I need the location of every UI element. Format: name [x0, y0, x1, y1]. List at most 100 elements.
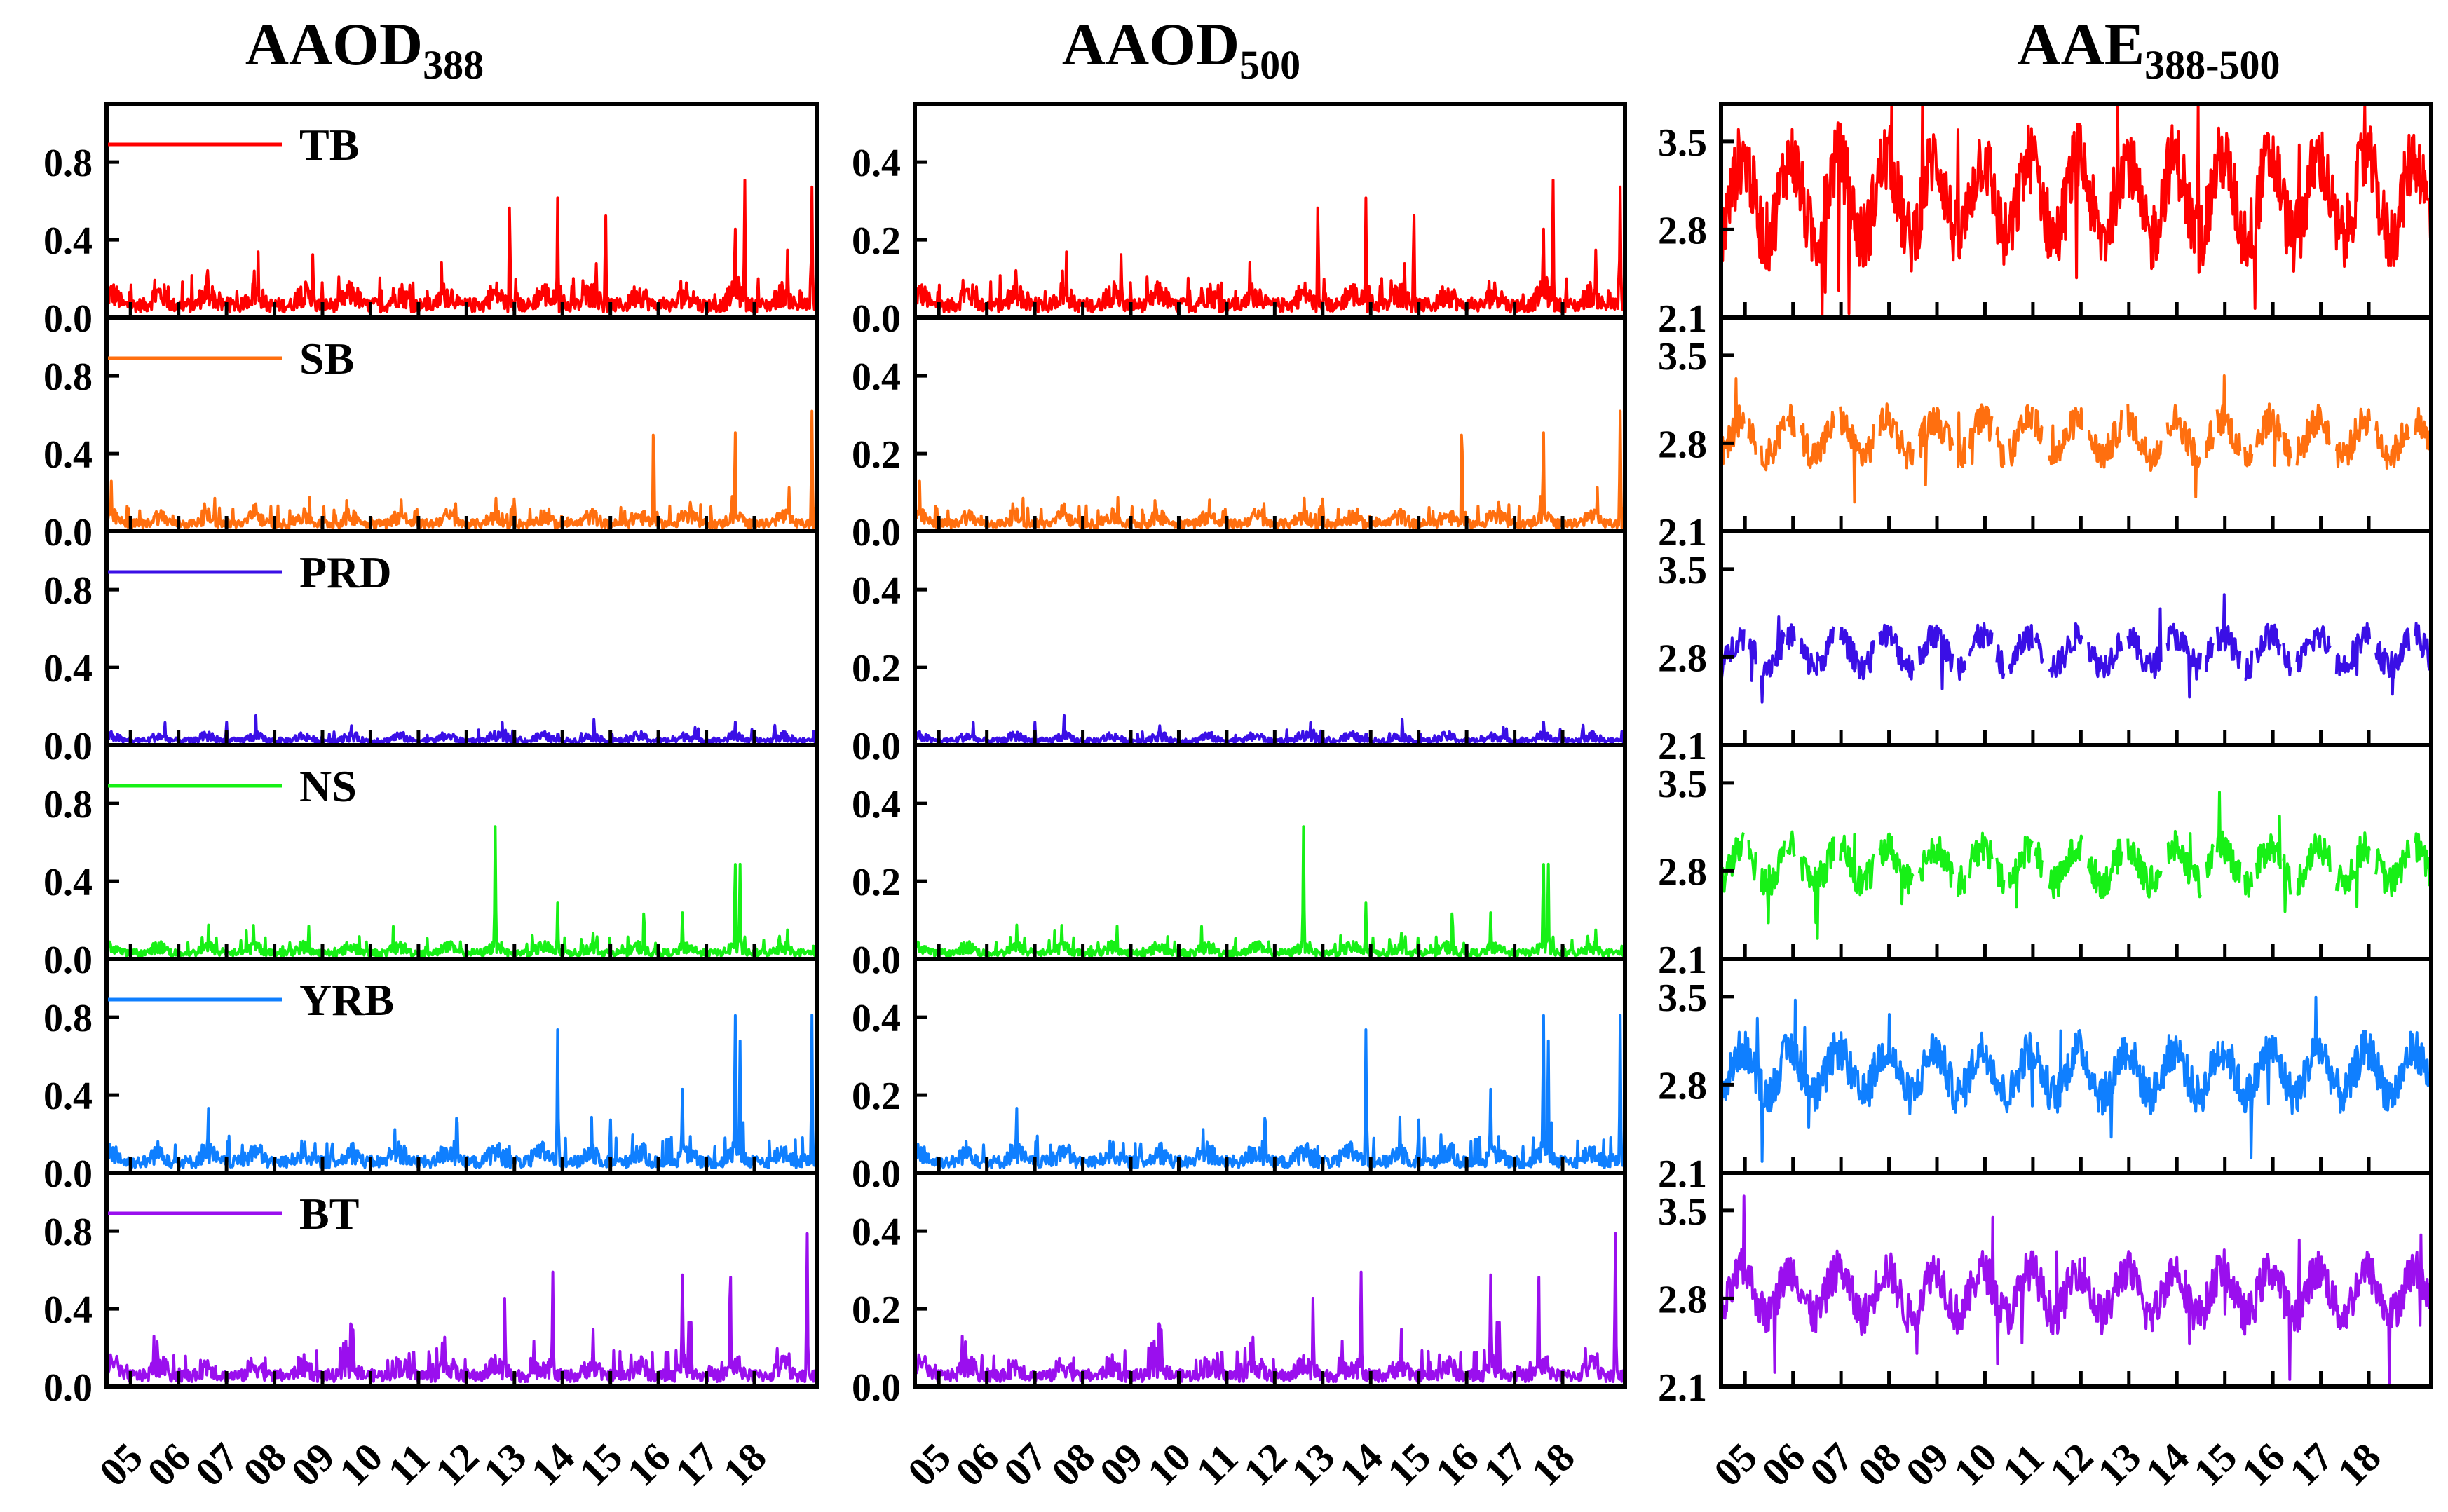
y-tick-label: 0.0 — [43, 1152, 93, 1196]
panel-aaod500-tb: 0.0 0.2 0.4 — [852, 102, 1627, 341]
y-tick-label: 0.0 — [43, 939, 93, 982]
series-line-aae-yrb — [1720, 995, 2433, 1163]
panel-aae-bt: 2.1 2.8 3.5 — [1658, 1171, 2433, 1410]
y-tick-label: 0.0 — [852, 939, 901, 982]
y-tick-label: 0.2 — [852, 1075, 901, 1118]
y-tick-label: 0.4 — [852, 142, 901, 185]
series-line-aae-prd — [1720, 593, 2433, 704]
panel-title-aaod388: AAOD388 — [245, 11, 484, 88]
y-tick-label: 2.1 — [1658, 1152, 1707, 1196]
panel-aaod388-sb: 0.0 0.4 0.8 SB — [43, 315, 819, 554]
y-tick-label: 0.2 — [852, 433, 901, 477]
y-tick-label: 2.8 — [1658, 1064, 1707, 1108]
y-tick-label: 3.5 — [1658, 549, 1707, 592]
panel-aaod500-yrb: 0.0 0.2 0.4 — [852, 957, 1627, 1196]
x-tick-label-aaod500: 18 — [1523, 1434, 1584, 1495]
y-tick-label: 0.0 — [43, 1366, 93, 1410]
y-tick-label: 0.0 — [43, 725, 93, 768]
panel-frame — [104, 315, 819, 533]
series-line-aaod388-bt — [105, 1232, 818, 1384]
y-tick-label: 0.8 — [43, 569, 93, 613]
y-tick-label: 0.4 — [852, 997, 901, 1040]
y-tick-label: 2.1 — [1658, 1366, 1707, 1410]
y-tick-label: 0.0 — [852, 1152, 901, 1196]
series-line-aae-tb — [1720, 102, 2433, 319]
legend-label-bt: BT — [299, 1189, 359, 1239]
panel-title-aaod500-sub: 500 — [1239, 42, 1300, 88]
y-tick-label: 3.5 — [1658, 335, 1707, 379]
y-tick-label: 2.8 — [1658, 1278, 1707, 1321]
panel-aaod500-bt: 0.0 0.2 0.4 — [852, 1171, 1627, 1410]
y-tick-label: 0.4 — [43, 647, 93, 690]
y-tick-label: 0.4 — [852, 783, 901, 826]
y-tick-label: 0.8 — [43, 142, 93, 185]
y-tick-label: 3.5 — [1658, 121, 1707, 165]
panel-aae-ns: 2.1 2.8 3.5 — [1658, 743, 2433, 982]
series-line-aaod388-tb — [106, 179, 818, 314]
y-tick-label: 3.5 — [1658, 763, 1707, 806]
y-tick-label: 0.4 — [43, 433, 93, 477]
x-tick-label-aaod388: 18 — [714, 1434, 775, 1495]
y-tick-label: 0.0 — [43, 511, 93, 554]
panel-title-aae-sub: 388-500 — [2144, 42, 2280, 88]
y-tick-label: 2.8 — [1658, 209, 1707, 252]
y-tick-label: 0.4 — [852, 569, 901, 613]
series-line-aae-ns — [1720, 791, 2433, 940]
panel-aaod388-yrb: 0.0 0.4 0.8 YRB — [43, 957, 819, 1196]
legend-label-tb: TB — [299, 120, 359, 170]
plot-layer: 0.0 0.4 0.8 TB 0.0 0.2 0.4 2.1 2.8 3.5 0.0 0.4 0.8 SB… — [43, 102, 2433, 1495]
y-tick-label: 3.5 — [1658, 1190, 1707, 1234]
y-tick-label: 2.1 — [1658, 297, 1707, 341]
panel-frame — [104, 1171, 819, 1389]
panel-aaod388-tb: 0.0 0.4 0.8 TB — [43, 102, 819, 341]
panel-aaod388-prd: 0.0 0.4 0.8 PRD — [43, 529, 819, 768]
y-tick-label: 0.0 — [43, 297, 93, 341]
panel-aaod500-ns: 0.0 0.2 0.4 — [852, 743, 1627, 982]
panel-titles: AAOD388 AAOD500 AAE388-500 — [245, 11, 2280, 88]
series-line-aaod388-sb — [105, 409, 818, 530]
y-tick-label: 0.4 — [43, 861, 93, 904]
y-tick-label: 2.1 — [1658, 511, 1707, 554]
y-tick-label: 2.1 — [1658, 939, 1707, 982]
y-tick-label: 2.1 — [1658, 725, 1707, 768]
y-tick-label: 0.4 — [852, 1211, 901, 1254]
panel-frame — [104, 529, 819, 747]
series-line-aaod500-yrb — [913, 1014, 1626, 1170]
y-tick-label: 0.4 — [43, 1288, 93, 1332]
panel-aaod388-bt: 0.0 0.4 0.8 BT — [43, 1171, 819, 1410]
panel-aaod388-ns: 0.0 0.4 0.8 NS — [43, 743, 819, 982]
y-tick-label: 0.8 — [43, 355, 93, 399]
y-tick-label: 0.2 — [852, 1288, 901, 1332]
legend-label-ns: NS — [299, 761, 357, 811]
y-tick-label: 0.8 — [43, 783, 93, 826]
legend-label-sb: SB — [299, 334, 354, 383]
panel-frame — [104, 957, 819, 1175]
series-line-aaod500-prd — [913, 714, 1626, 745]
y-tick-label: 2.8 — [1658, 423, 1707, 466]
panel-aae-prd: 2.1 2.8 3.5 — [1658, 529, 2433, 768]
y-tick-label: 3.5 — [1658, 976, 1707, 1020]
panel-frame — [1719, 1171, 2433, 1389]
y-tick-label: 0.4 — [43, 219, 93, 263]
series-line-aae-bt — [1720, 1194, 2433, 1388]
panel-title-aaod500-main: AAOD — [1062, 11, 1239, 78]
series-line-aaod388-prd — [105, 714, 818, 745]
series-line-aaod500-bt — [913, 1232, 1626, 1384]
series-line-aaod388-ns — [105, 825, 817, 958]
y-tick-label: 0.2 — [852, 861, 901, 904]
panel-title-aaod388-sub: 388 — [423, 42, 484, 88]
y-tick-label: 2.8 — [1658, 850, 1707, 894]
y-tick-label: 2.8 — [1658, 636, 1707, 680]
y-tick-label: 0.2 — [852, 219, 901, 263]
panel-aae-sb: 2.1 2.8 3.5 — [1658, 315, 2433, 554]
panel-title-aae: AAE388-500 — [2018, 11, 2280, 88]
y-tick-label: 0.8 — [43, 997, 93, 1040]
panel-frame — [913, 529, 1627, 747]
y-tick-label: 0.8 — [43, 1211, 93, 1254]
panel-frame — [104, 743, 819, 961]
legend-label-prd: PRD — [299, 547, 392, 597]
panel-title-aaod388-main: AAOD — [245, 11, 423, 78]
panel-aaod500-sb: 0.0 0.2 0.4 — [852, 315, 1627, 554]
y-tick-label: 0.4 — [852, 355, 901, 399]
y-tick-label: 0.4 — [43, 1075, 93, 1118]
